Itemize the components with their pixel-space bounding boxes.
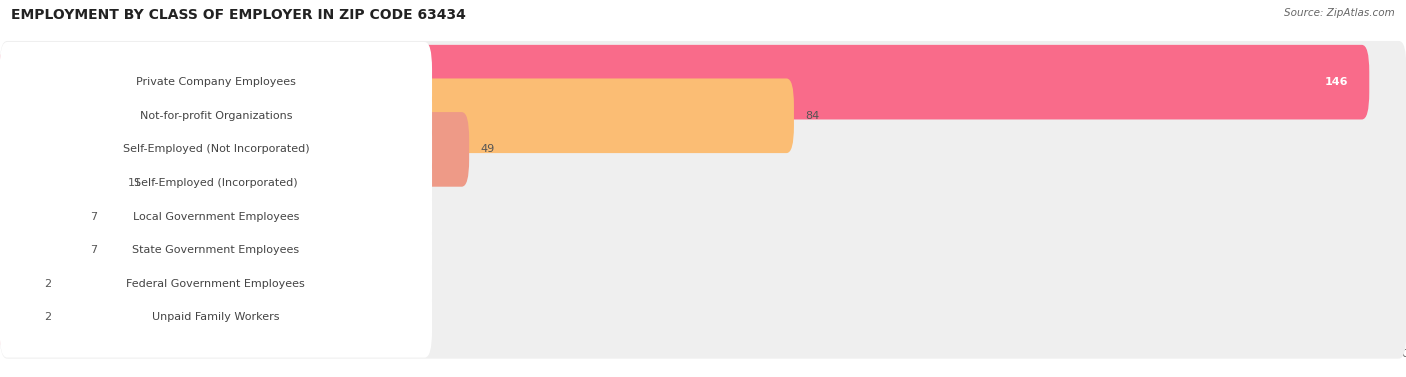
Text: Source: ZipAtlas.com: Source: ZipAtlas.com: [1284, 8, 1395, 18]
Text: 7: 7: [90, 211, 97, 222]
FancyBboxPatch shape: [0, 179, 79, 254]
FancyBboxPatch shape: [0, 280, 32, 355]
FancyBboxPatch shape: [0, 142, 1406, 224]
FancyBboxPatch shape: [0, 42, 432, 122]
Text: Federal Government Employees: Federal Government Employees: [127, 279, 305, 289]
FancyBboxPatch shape: [0, 41, 1406, 123]
FancyBboxPatch shape: [0, 247, 32, 321]
FancyBboxPatch shape: [0, 276, 1406, 359]
Text: 84: 84: [806, 111, 820, 121]
Text: Not-for-profit Organizations: Not-for-profit Organizations: [139, 111, 292, 121]
FancyBboxPatch shape: [0, 45, 1369, 120]
FancyBboxPatch shape: [0, 175, 1406, 258]
Text: EMPLOYMENT BY CLASS OF EMPLOYER IN ZIP CODE 63434: EMPLOYMENT BY CLASS OF EMPLOYER IN ZIP C…: [11, 8, 467, 21]
Text: Self-Employed (Incorporated): Self-Employed (Incorporated): [134, 178, 298, 188]
FancyBboxPatch shape: [0, 146, 117, 220]
FancyBboxPatch shape: [0, 78, 794, 153]
Text: 11: 11: [128, 178, 142, 188]
Text: 2: 2: [44, 279, 51, 289]
FancyBboxPatch shape: [0, 112, 470, 187]
FancyBboxPatch shape: [0, 243, 1406, 325]
FancyBboxPatch shape: [0, 209, 1406, 291]
Text: Self-Employed (Not Incorporated): Self-Employed (Not Incorporated): [122, 144, 309, 155]
FancyBboxPatch shape: [0, 244, 432, 324]
Text: 7: 7: [90, 245, 97, 255]
FancyBboxPatch shape: [0, 109, 432, 190]
FancyBboxPatch shape: [0, 75, 1406, 157]
FancyBboxPatch shape: [0, 210, 432, 290]
Text: 146: 146: [1324, 77, 1348, 87]
FancyBboxPatch shape: [0, 143, 432, 223]
Text: Local Government Employees: Local Government Employees: [132, 211, 299, 222]
Text: State Government Employees: State Government Employees: [132, 245, 299, 255]
FancyBboxPatch shape: [0, 277, 432, 358]
FancyBboxPatch shape: [0, 176, 432, 257]
Text: Private Company Employees: Private Company Employees: [136, 77, 295, 87]
FancyBboxPatch shape: [0, 108, 1406, 190]
Text: Unpaid Family Workers: Unpaid Family Workers: [152, 313, 280, 322]
Text: 49: 49: [481, 144, 495, 155]
FancyBboxPatch shape: [0, 76, 432, 156]
Text: 2: 2: [44, 313, 51, 322]
FancyBboxPatch shape: [0, 213, 79, 288]
